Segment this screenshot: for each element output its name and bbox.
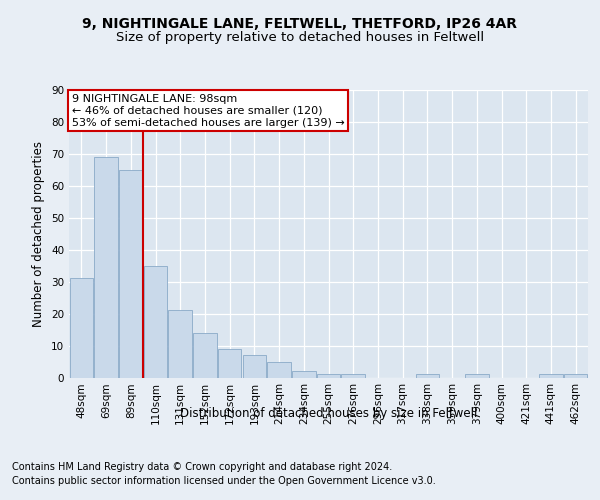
- Bar: [268, 362, 291, 378]
- Y-axis label: Number of detached properties: Number of detached properties: [32, 141, 46, 327]
- Bar: [193, 333, 217, 378]
- Bar: [94, 157, 118, 378]
- Text: Size of property relative to detached houses in Feltwell: Size of property relative to detached ho…: [116, 31, 484, 44]
- Bar: [539, 374, 563, 378]
- Text: 9, NIGHTINGALE LANE, FELTWELL, THETFORD, IP26 4AR: 9, NIGHTINGALE LANE, FELTWELL, THETFORD,…: [83, 18, 517, 32]
- Bar: [169, 310, 192, 378]
- Bar: [70, 278, 93, 378]
- Bar: [218, 349, 241, 378]
- Bar: [144, 266, 167, 378]
- Bar: [242, 355, 266, 378]
- Bar: [416, 374, 439, 378]
- Bar: [341, 374, 365, 378]
- Text: Contains HM Land Registry data © Crown copyright and database right 2024.: Contains HM Land Registry data © Crown c…: [12, 462, 392, 472]
- Bar: [119, 170, 143, 378]
- Bar: [465, 374, 488, 378]
- Bar: [564, 374, 587, 378]
- Text: 9 NIGHTINGALE LANE: 98sqm
← 46% of detached houses are smaller (120)
53% of semi: 9 NIGHTINGALE LANE: 98sqm ← 46% of detac…: [71, 94, 344, 128]
- Bar: [317, 374, 340, 378]
- Text: Contains public sector information licensed under the Open Government Licence v3: Contains public sector information licen…: [12, 476, 436, 486]
- Text: Distribution of detached houses by size in Feltwell: Distribution of detached houses by size …: [180, 408, 478, 420]
- Bar: [292, 371, 316, 378]
